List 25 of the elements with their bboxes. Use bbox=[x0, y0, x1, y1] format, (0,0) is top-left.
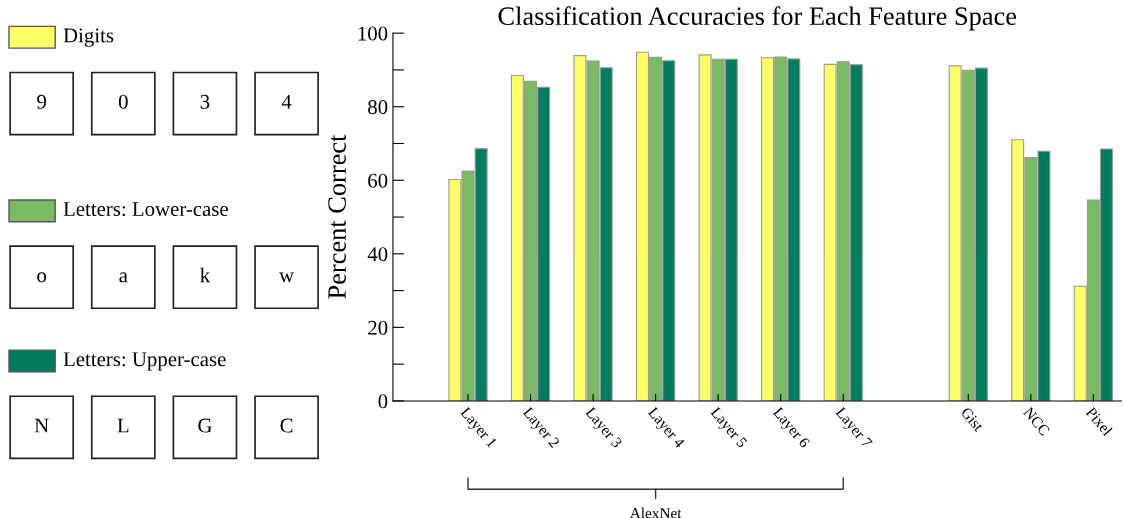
text: 9 bbox=[37, 94, 47, 109]
text: 4 bbox=[281, 94, 292, 109]
legend-label: Letters: Upper-case bbox=[63, 352, 226, 371]
text: k bbox=[200, 267, 211, 283]
legend-label: Digits bbox=[63, 28, 114, 47]
y-tick-label: 20 bbox=[368, 320, 388, 335]
y-tick-label: 60 bbox=[368, 173, 388, 188]
y-tick-label: 80 bbox=[368, 100, 388, 115]
y-tick-label: 100 bbox=[358, 26, 388, 41]
legend-label: Letters: Lower-case bbox=[63, 202, 228, 217]
text: w bbox=[279, 272, 294, 283]
y-tick-label: 40 bbox=[367, 247, 388, 262]
text: 3 bbox=[200, 94, 210, 109]
text: AlexNet bbox=[629, 507, 682, 518]
text: C bbox=[280, 418, 293, 433]
y-axis-title: Percent Correct bbox=[328, 134, 346, 299]
text: G bbox=[198, 418, 212, 433]
text: L bbox=[117, 418, 129, 433]
text: o bbox=[37, 272, 47, 283]
text: 0 bbox=[118, 94, 128, 109]
text: N bbox=[34, 418, 49, 433]
chart-title: Classification Accuracies for Each Feature Space bbox=[498, 6, 1017, 31]
text: a bbox=[119, 272, 128, 283]
x-tick-label: Gist bbox=[960, 406, 985, 433]
y-tick-label: 0 bbox=[378, 394, 388, 409]
